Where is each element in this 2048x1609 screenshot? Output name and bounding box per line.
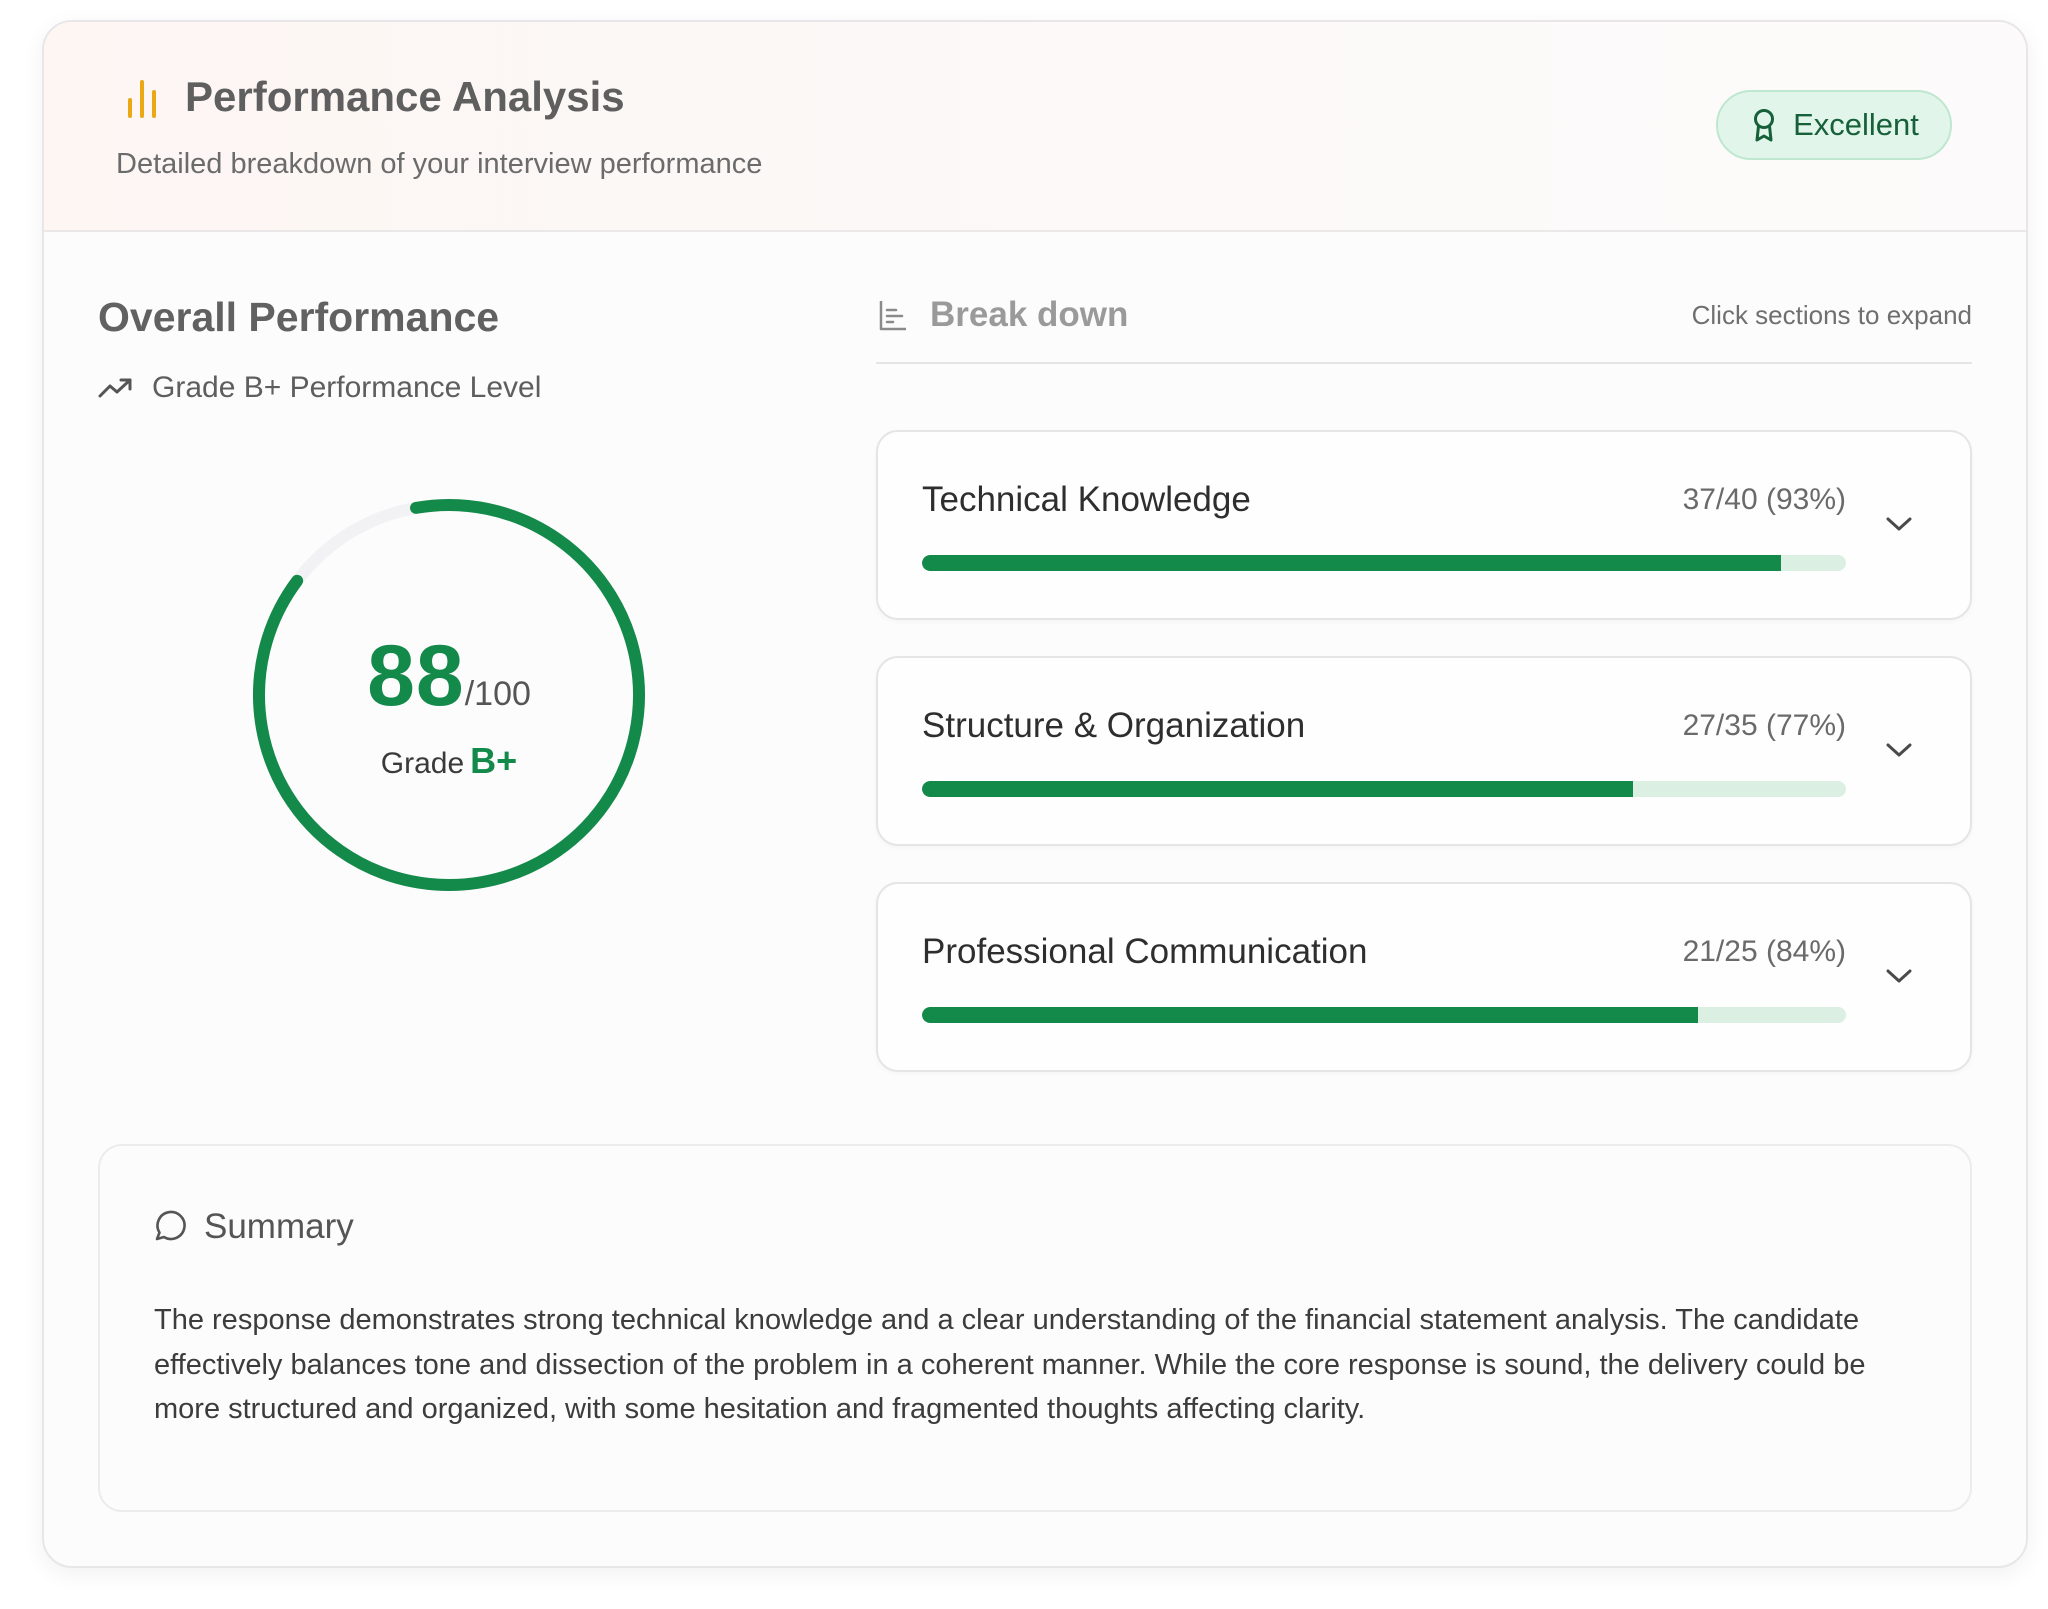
progress-fill — [922, 781, 1634, 797]
award-icon — [1754, 109, 1775, 142]
progress-track — [922, 555, 1846, 571]
excellent-badge: Excellent — [1716, 90, 1952, 160]
breakdown-hint: Click sections to expand — [1691, 300, 1972, 330]
section-name: Structure & Organization — [922, 706, 1306, 745]
score-ring-progress — [253, 499, 645, 891]
section-structure-organization[interactable]: Structure & Organization 27/35 (77%) — [876, 656, 1972, 846]
progress-track — [922, 1007, 1846, 1023]
bar-chart-icon — [128, 80, 156, 118]
chart-outline-icon — [879, 301, 906, 331]
section-score: 27/35 (77%) — [1682, 709, 1846, 742]
trending-up-icon — [98, 378, 132, 398]
section-score: 37/40 (93%) — [1682, 483, 1846, 516]
overall-performance-title: Overall Performance — [98, 294, 500, 340]
page-title: Performance Analysis — [185, 73, 625, 120]
section-professional-communication[interactable]: Professional Communication 21/25 (84%) — [876, 882, 1972, 1072]
section-score: 21/25 (84%) — [1682, 935, 1846, 968]
grade-level-row: Grade B+ Performance Level — [98, 368, 541, 408]
section-name: Technical Knowledge — [922, 480, 1251, 519]
score-max: /100 — [464, 675, 531, 713]
breakdown-title: Break down — [930, 295, 1129, 334]
grade-level-text: Grade B+ Performance Level — [152, 371, 542, 404]
score-ring — [253, 499, 645, 891]
score-display: 88/100 — [250, 627, 648, 726]
progress-track — [922, 781, 1846, 797]
performance-analysis-card: Performance Analysis Detailed breakdown … — [42, 20, 2028, 1568]
chevron-down-icon[interactable] — [1884, 740, 1914, 760]
progress-fill — [922, 555, 1782, 571]
section-technical-knowledge[interactable]: Technical Knowledge 37/40 (93%) — [876, 430, 1972, 620]
breakdown-header: Break down Click sections to expand — [876, 292, 1972, 364]
score-value: 88 — [367, 628, 465, 724]
chevron-down-icon[interactable] — [1884, 514, 1914, 534]
badge-label: Excellent — [1793, 107, 1919, 142]
summary-header: Summary — [152, 1204, 354, 1250]
message-circle-icon — [155, 1210, 186, 1241]
progress-fill — [922, 1007, 1699, 1023]
page-subtitle: Detailed breakdown of your interview per… — [116, 148, 763, 180]
card-header: Performance Analysis Detailed breakdown … — [44, 22, 2026, 232]
summary-title: Summary — [204, 1207, 354, 1246]
chevron-down-icon[interactable] — [1884, 966, 1914, 986]
section-name: Professional Communication — [922, 932, 1368, 971]
grade-label: Grade — [380, 747, 465, 780]
grade-display: Grade B+ — [250, 740, 648, 782]
summary-panel: Summary The response demonstrates strong… — [98, 1144, 1972, 1512]
grade-value: B+ — [470, 740, 518, 781]
summary-text: The response demonstrates strong technic… — [154, 1304, 1866, 1425]
